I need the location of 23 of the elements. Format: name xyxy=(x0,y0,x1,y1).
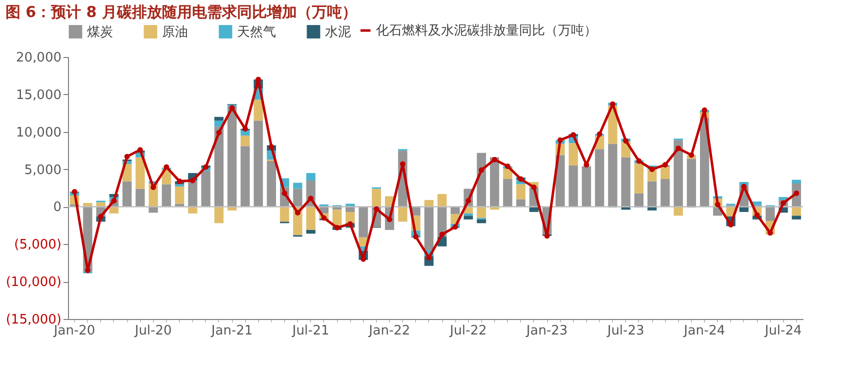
x-tick-label: Jul-22 xyxy=(448,324,487,338)
x-tick-label: Jul-23 xyxy=(606,324,644,338)
legend-label: 煤炭 xyxy=(87,24,113,40)
y-tick-label: 0 xyxy=(53,200,62,216)
y-tick-label: 20,000 xyxy=(16,50,62,66)
x-tick-label: Jan-22 xyxy=(368,324,410,338)
x-tick-label: Jan-23 xyxy=(525,324,568,338)
legend-label: 原油 xyxy=(162,24,188,40)
y-tick-label: 10,000 xyxy=(16,125,62,140)
x-tick-label: Jan-21 xyxy=(210,324,253,338)
x-tick-label: Jul-24 xyxy=(764,324,802,338)
legend-label: 天然气 xyxy=(237,24,276,40)
x-tick-label: Jul-20 xyxy=(134,324,172,338)
y-tick-label: (10,000) xyxy=(6,275,62,290)
y-tick-label: 5,000 xyxy=(24,162,62,178)
legend-label: 化石燃料及水泥碳排放量同比（万吨） xyxy=(376,24,597,38)
x-tick-label: Jan-20 xyxy=(52,324,96,338)
y-tick-label: (5,000) xyxy=(14,238,62,253)
chart-title: 图 6：预计 8 月碳排放随用电需求同比增加（万吨） xyxy=(5,3,357,21)
legend-label: 水泥 xyxy=(325,24,351,40)
x-tick-label: Jul-21 xyxy=(291,324,330,338)
y-tick-label: 15,000 xyxy=(16,88,62,103)
x-tick-label: Jan-24 xyxy=(682,324,726,338)
